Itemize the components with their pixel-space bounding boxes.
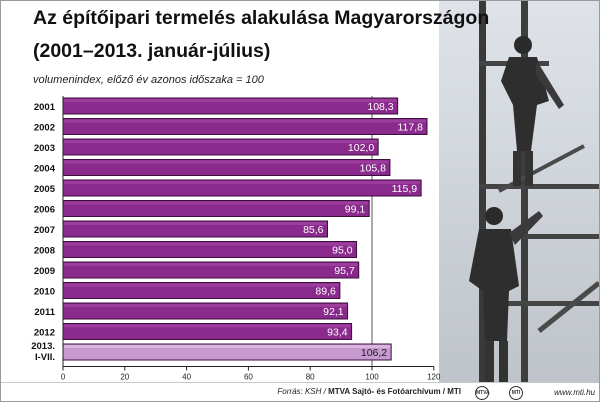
category-label: 2011	[34, 307, 55, 318]
category-label: 2003	[34, 143, 55, 154]
source-text: Forrás: KSH / MTVA Sajtó- és Fotóarchívu…	[277, 387, 461, 396]
bar-highlight	[64, 345, 391, 348]
x-tick-label: 100	[365, 373, 379, 382]
bar-highlight	[64, 99, 397, 102]
category-label: 2005	[34, 184, 56, 195]
category-label: 2001	[34, 102, 56, 113]
category-label: 2002	[34, 123, 55, 134]
value-label: 115,9	[392, 183, 418, 195]
value-label: 99,1	[345, 204, 366, 216]
category-label: 2006	[34, 205, 55, 216]
value-label: 117,8	[398, 122, 424, 134]
chart-title-line1: Az építőipari termelés alakulása Magyaro…	[33, 7, 490, 29]
footer: Forrás: KSH / MTVA Sajtó- és Fotóarchívu…	[1, 382, 599, 401]
mtva-logo-icon: MTVA	[475, 386, 490, 400]
bar-chart: 108,3 2001 117,8 2002 102,0 2003 105,8 2004 115,…	[31, 96, 441, 382]
x-tick-label: 40	[182, 373, 191, 382]
mti-logo-icon: MTI	[509, 386, 523, 400]
category-label: 2007	[34, 225, 55, 236]
x-tick-label: 120	[427, 373, 441, 382]
bar-highlight	[64, 201, 369, 205]
value-label: 93,4	[327, 327, 348, 339]
bar-highlight	[64, 181, 421, 184]
x-tick-label: 60	[244, 373, 253, 382]
value-label: 95,7	[334, 265, 355, 277]
x-tick-label: 20	[120, 373, 129, 382]
category-label: 2009	[34, 266, 55, 277]
bar-highlight	[64, 304, 347, 307]
bar-highlight	[64, 283, 339, 287]
chart-title-line2: (2001–2013. január-július)	[33, 40, 271, 62]
source-prefix: Forrás: KSH /	[277, 387, 326, 396]
bar-highlight	[64, 242, 356, 246]
value-label: 92,1	[323, 306, 344, 318]
value-label: 95,0	[332, 245, 353, 257]
category-label: 2008	[34, 246, 55, 257]
category-label: I-VII.	[35, 352, 55, 363]
x-tick-label: 0	[61, 373, 66, 382]
value-label: 102,0	[348, 142, 374, 154]
category-label: 2004	[34, 164, 56, 175]
category-label: 2012	[34, 328, 55, 339]
website-url: www.mti.hu	[554, 388, 595, 397]
x-tick-label: 80	[306, 373, 315, 382]
bar-highlight	[64, 160, 389, 164]
source-main: MTVA Sajtó- és Fotóarchívum / MTI	[328, 387, 461, 396]
category-label: 2013.	[31, 341, 55, 352]
bar-highlight	[64, 263, 358, 266]
value-label: 89,6	[315, 286, 336, 298]
value-label: 105,8	[360, 163, 386, 175]
chart-subtitle: volumenindex, előző év azonos időszaka =…	[33, 74, 264, 86]
scaffold-illustration	[469, 1, 599, 383]
category-label: 2010	[34, 287, 55, 298]
bar-highlight	[64, 222, 327, 225]
value-label: 106,2	[361, 347, 387, 359]
construction-workers-photo	[439, 1, 599, 383]
bar-highlight	[64, 119, 427, 123]
value-label: 108,3	[367, 101, 393, 113]
bar-highlight	[64, 324, 351, 328]
value-label: 85,6	[303, 224, 324, 236]
bar-highlight	[64, 140, 378, 143]
